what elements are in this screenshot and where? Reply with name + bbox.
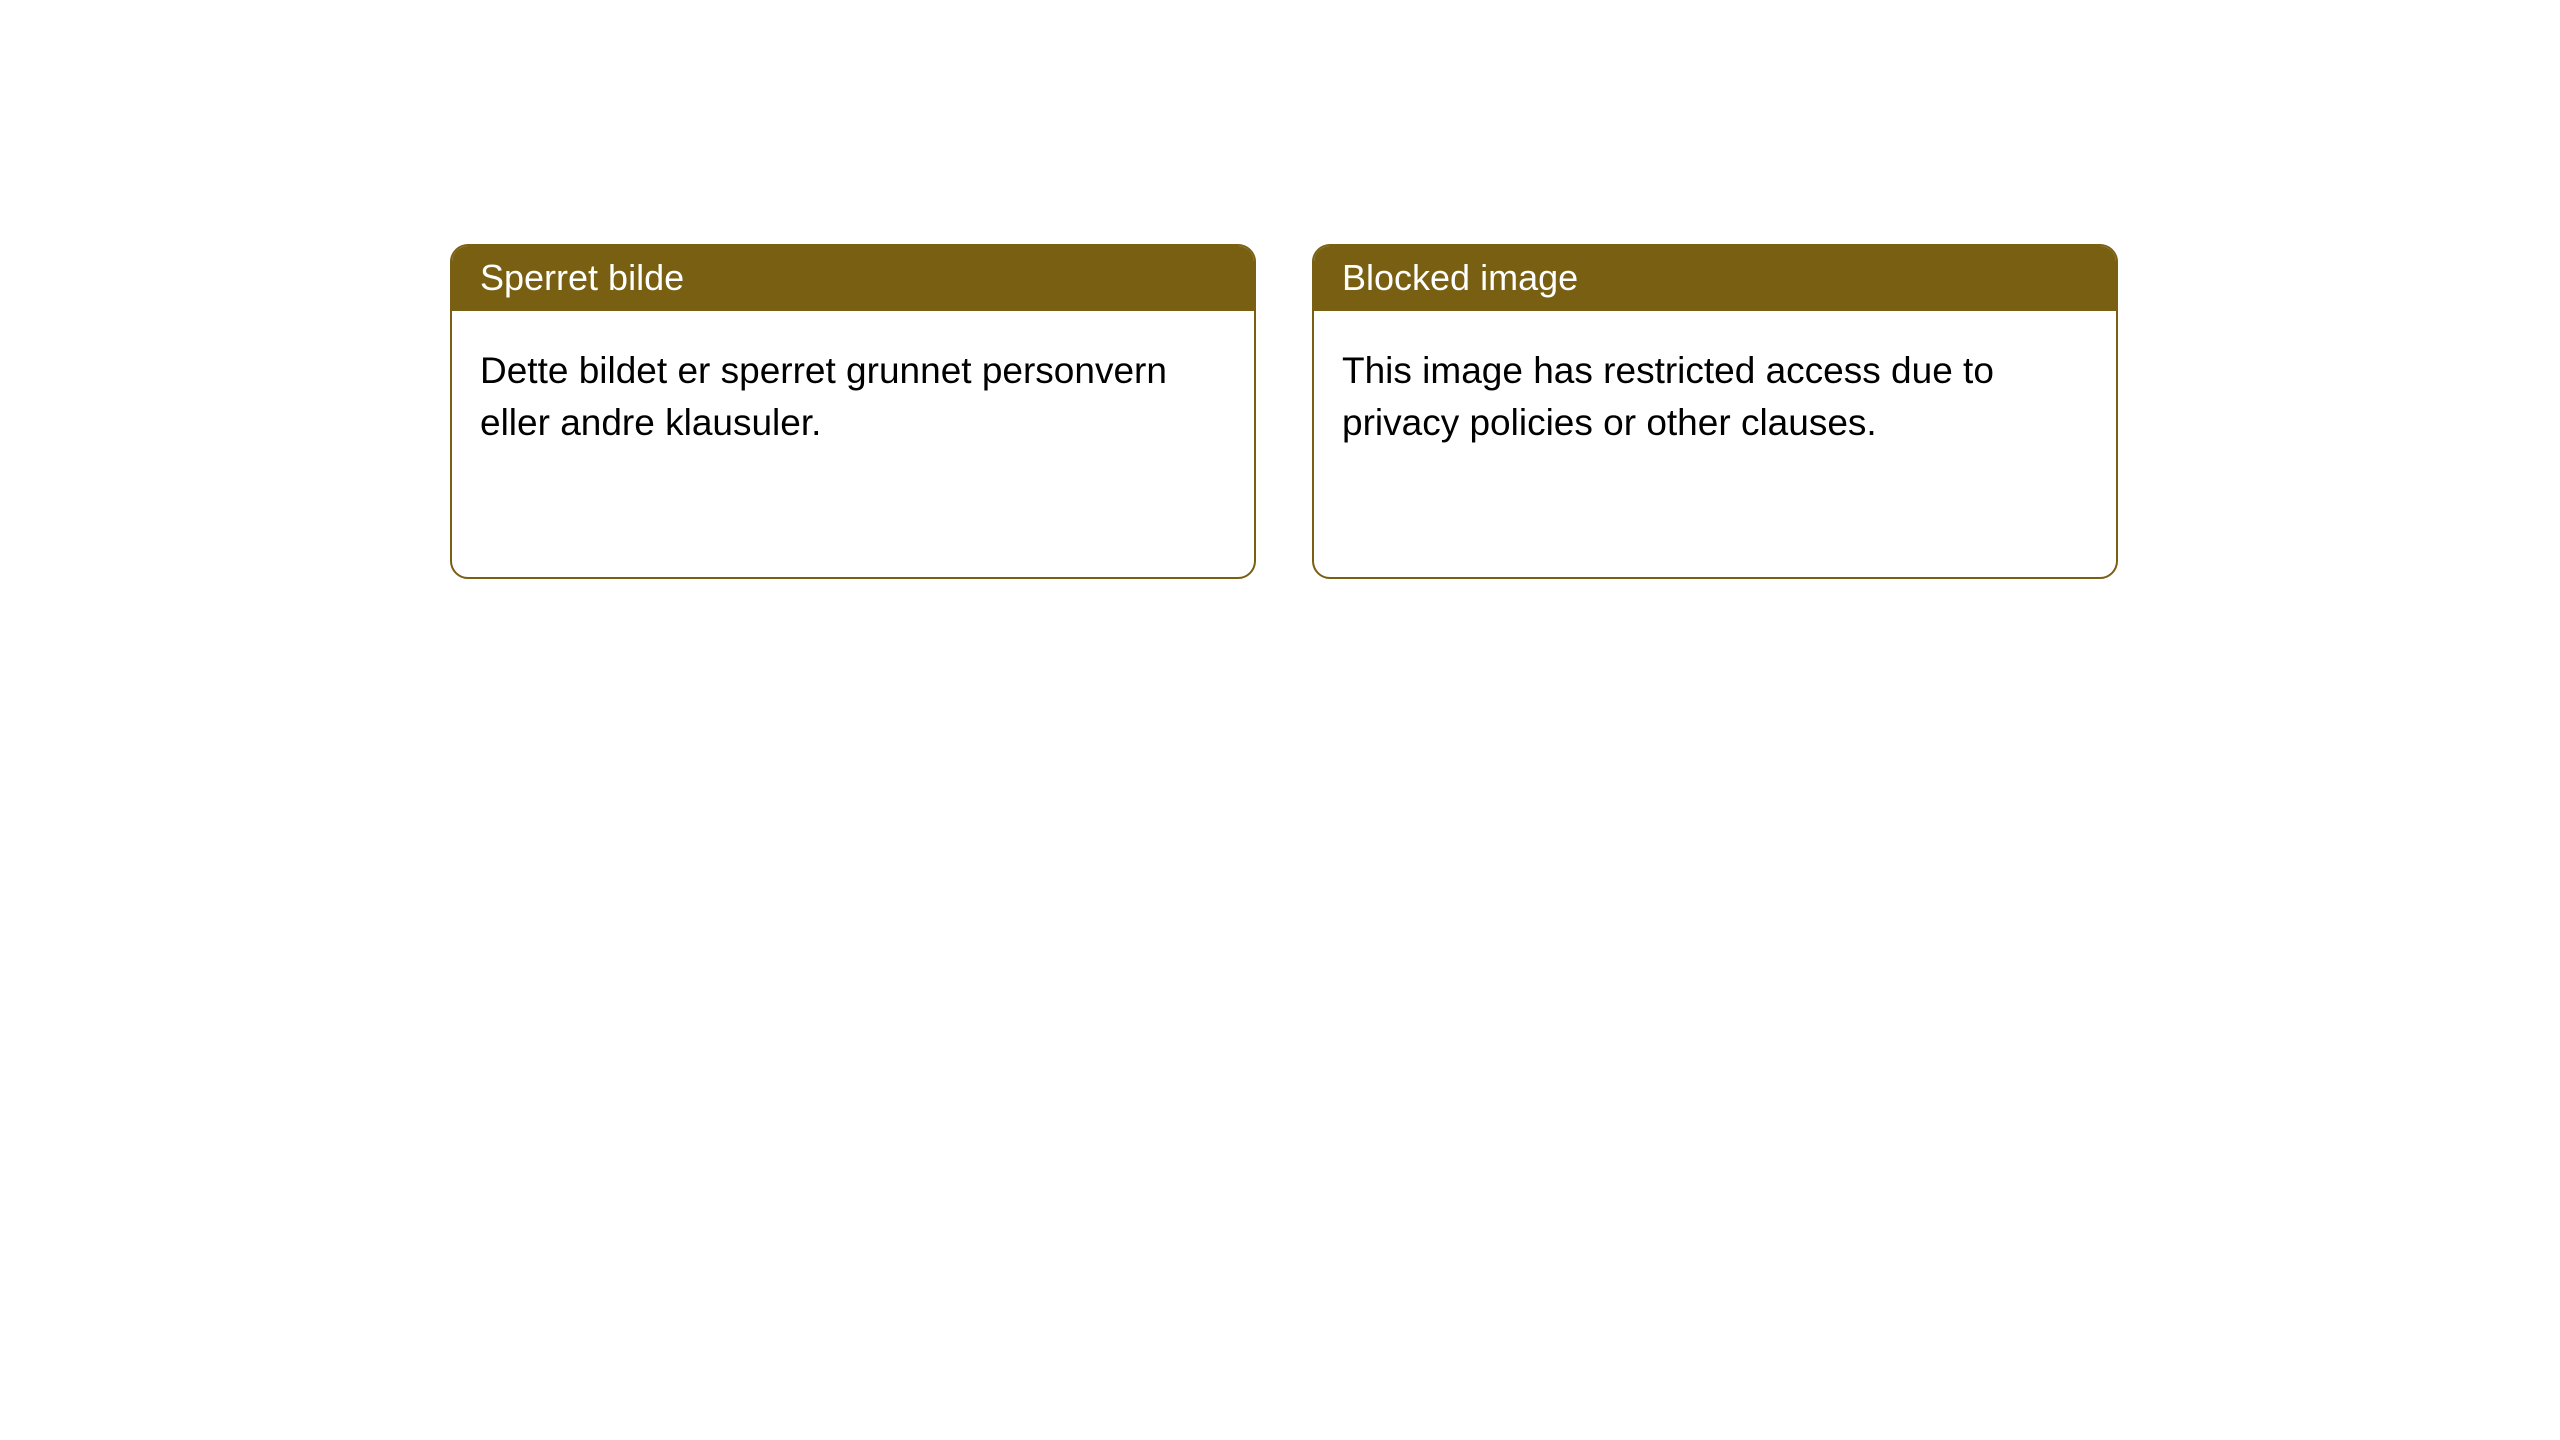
notice-cards-row: Sperret bilde Dette bildet er sperret gr… bbox=[450, 244, 2118, 579]
card-title: Blocked image bbox=[1314, 246, 2116, 311]
card-title: Sperret bilde bbox=[452, 246, 1254, 311]
card-body-text: This image has restricted access due to … bbox=[1314, 311, 2116, 483]
notice-card-english: Blocked image This image has restricted … bbox=[1312, 244, 2118, 579]
notice-card-norwegian: Sperret bilde Dette bildet er sperret gr… bbox=[450, 244, 1256, 579]
card-body-text: Dette bildet er sperret grunnet personve… bbox=[452, 311, 1254, 483]
